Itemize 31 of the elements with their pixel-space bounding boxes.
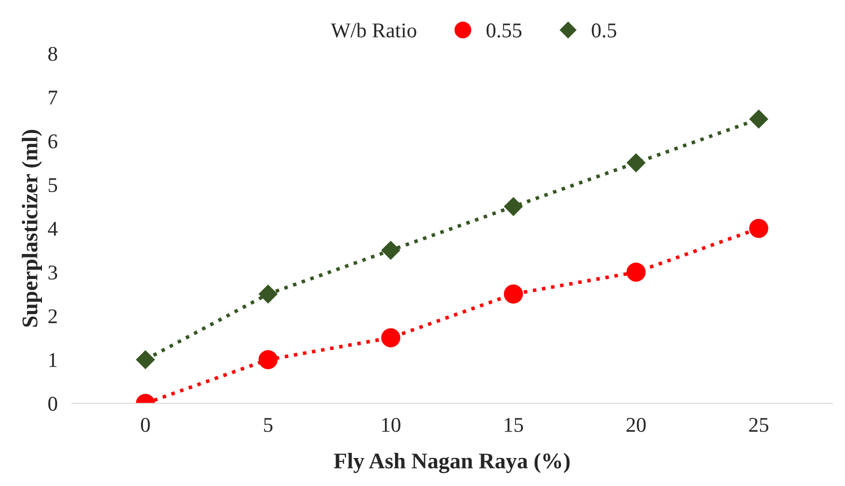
x-tick-label: 20 — [626, 418, 646, 432]
x-tick-label: 25 — [749, 418, 768, 432]
point — [504, 284, 523, 304]
point — [626, 153, 646, 172]
x-axis-title: Fly Ash Nagan Raya (%) — [334, 452, 570, 474]
legend-label: 0.55 — [486, 23, 522, 38]
y-tick-label: 7 — [48, 90, 58, 104]
point — [258, 350, 278, 370]
point — [381, 240, 400, 260]
legend-title: W/b Ratio — [330, 22, 416, 38]
legend-label: 0.5 — [592, 23, 616, 38]
point — [749, 218, 768, 238]
y-tick-label: 4 — [48, 222, 58, 236]
point — [749, 110, 768, 128]
point — [381, 328, 400, 348]
point — [504, 197, 523, 216]
x-tick-label: 5 — [264, 418, 272, 432]
point — [626, 262, 646, 282]
x-tick-label: 0 — [141, 418, 150, 432]
y-tick-label: 6 — [48, 134, 58, 148]
y-tick-label: 8 — [48, 46, 58, 61]
point — [136, 350, 155, 369]
y-tick-label: 5 — [48, 178, 58, 192]
x-tick-label: 10 — [382, 418, 400, 432]
y-axis-title: Superplasticizer (ml) — [22, 130, 42, 327]
point — [258, 284, 278, 304]
y-tick-label: 1 — [49, 353, 57, 367]
y-tick-label: 3 — [48, 266, 58, 280]
y-tick-label: 0 — [48, 396, 58, 411]
x-tick-label: 15 — [504, 418, 524, 432]
y-tick-label: 2 — [48, 309, 57, 324]
